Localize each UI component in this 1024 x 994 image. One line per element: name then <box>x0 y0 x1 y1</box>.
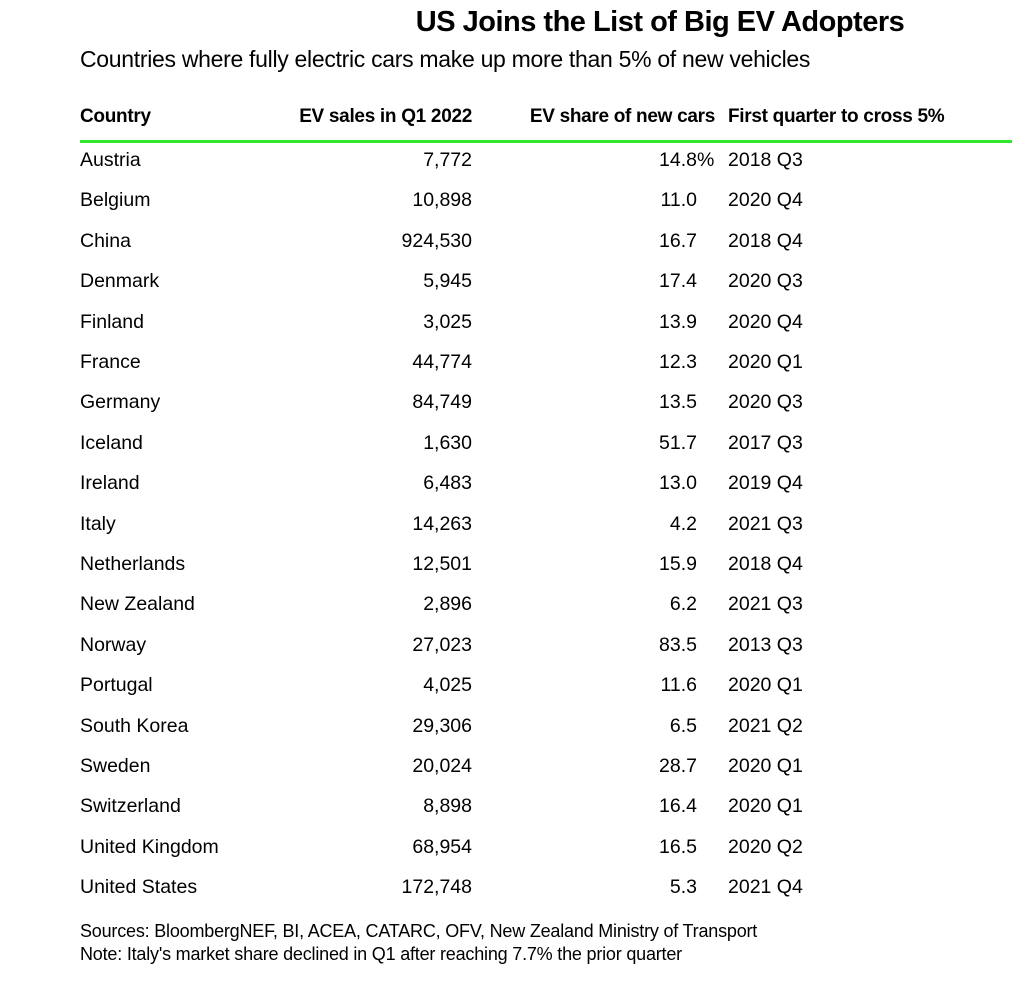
cell-ev-sales: 27,023 <box>412 633 472 656</box>
cell-ev-share: 16.4 <box>659 795 697 818</box>
cell-country: Austria <box>80 149 141 171</box>
cell-first-quarter: 2020 Q3 <box>728 391 803 414</box>
chart-subtitle: Countries where fully electric cars make… <box>80 46 811 72</box>
cell-country: Ireland <box>80 472 140 495</box>
cell-ev-share: 16.7 <box>659 229 697 252</box>
cell-country: Italy <box>80 512 116 535</box>
cell-first-quarter: 2017 Q3 <box>728 431 803 454</box>
cell-country: Denmark <box>80 270 160 293</box>
cell-country: China <box>80 229 131 252</box>
cell-country: Portugal <box>80 674 153 697</box>
cell-ev-sales: 12,501 <box>412 553 472 575</box>
cell-ev-share: 13.5 <box>659 391 697 414</box>
chart-title: US Joins the List of Big EV Adopters <box>415 6 905 38</box>
sources-note: Sources: BloombergNEF, BI, ACEA, CATARC,… <box>80 921 758 941</box>
cell-country: Iceland <box>80 431 143 454</box>
cell-ev-sales: 4,025 <box>423 674 472 697</box>
cell-country: Switzerland <box>80 795 181 818</box>
cell-ev-sales: 172,748 <box>401 876 473 899</box>
percent-sign: % <box>697 149 715 171</box>
cell-ev-share: 13.0 <box>659 472 697 495</box>
cell-first-quarter: 2019 Q4 <box>728 472 803 495</box>
cell-ev-sales: 14,263 <box>412 512 472 535</box>
cell-first-quarter: 2021 Q3 <box>728 512 803 535</box>
cell-first-quarter: 2021 Q2 <box>728 714 803 737</box>
cell-country: New Zealand <box>80 593 195 616</box>
cell-country: Norway <box>80 633 147 656</box>
cell-ev-share: 14.8% <box>659 149 715 171</box>
cell-ev-sales: 1,630 <box>423 431 472 454</box>
footnote: Note: Italy's market share declined in Q… <box>80 944 682 964</box>
cell-ev-sales: 10,898 <box>412 189 472 212</box>
cell-first-quarter: 2020 Q3 <box>728 270 803 293</box>
cell-first-quarter: 2020 Q1 <box>728 674 803 697</box>
cell-ev-share: 6.5 <box>669 714 697 737</box>
cell-first-quarter: 2013 Q3 <box>728 633 803 656</box>
cell-ev-share: 83.5 <box>659 633 697 656</box>
cell-first-quarter: 2020 Q1 <box>728 795 803 818</box>
cell-ev-share: 12.3 <box>659 351 697 373</box>
cell-country: Belgium <box>80 189 151 212</box>
cell-ev-share: 6.2 <box>669 593 697 616</box>
cell-ev-share: 4.2 <box>669 512 697 535</box>
header-ev-share: EV share of new cars <box>529 106 715 127</box>
header-first-quarter: First quarter to cross 5% <box>728 106 945 127</box>
cell-ev-sales: 7,772 <box>423 149 472 171</box>
cell-ev-sales: 8,898 <box>423 795 472 818</box>
cell-ev-sales: 29,306 <box>412 714 472 737</box>
cell-first-quarter: 2020 Q2 <box>728 835 803 858</box>
cell-ev-sales: 3,025 <box>423 310 472 333</box>
header-ev-sales: EV sales in Q1 2022 <box>299 106 472 127</box>
cell-first-quarter: 2020 Q4 <box>728 189 803 212</box>
header-country: Country <box>80 106 151 127</box>
cell-country: Germany <box>80 391 161 414</box>
cell-country: France <box>80 351 141 373</box>
cell-ev-share: 5.3 <box>669 876 697 899</box>
cell-first-quarter: 2020 Q1 <box>728 755 803 777</box>
cell-ev-share: 28.7 <box>659 755 697 777</box>
cell-country: United States <box>80 876 198 899</box>
header-rule <box>80 140 1012 143</box>
cell-ev-share: 17.4 <box>659 270 697 293</box>
cell-first-quarter: 2021 Q4 <box>728 876 803 899</box>
cell-ev-sales: 5,945 <box>423 270 472 293</box>
cell-country: Finland <box>80 310 144 333</box>
cell-first-quarter: 2021 Q3 <box>728 593 803 616</box>
cell-ev-sales: 2,896 <box>423 593 472 616</box>
cell-ev-sales: 84,749 <box>412 391 472 414</box>
cell-first-quarter: 2018 Q4 <box>728 229 803 252</box>
cell-ev-sales: 924,530 <box>401 229 473 252</box>
cell-first-quarter: 2018 Q4 <box>728 553 803 575</box>
cell-ev-sales: 6,483 <box>423 472 472 495</box>
cell-first-quarter: 2020 Q4 <box>728 310 803 333</box>
cell-first-quarter: 2018 Q3 <box>728 149 803 171</box>
cell-country: United Kingdom <box>80 835 219 858</box>
cell-ev-share: 15.9 <box>659 553 697 575</box>
cell-ev-sales: 68,954 <box>412 835 472 858</box>
cell-ev-share: 13.9 <box>659 310 697 333</box>
cell-ev-share: 11.0 <box>660 189 697 212</box>
cell-country: Netherlands <box>80 553 186 575</box>
cell-country: Sweden <box>80 755 151 777</box>
cell-ev-sales: 20,024 <box>412 755 472 777</box>
cell-ev-share: 16.5 <box>659 835 697 858</box>
cell-first-quarter: 2020 Q1 <box>728 351 803 373</box>
cell-country: South Korea <box>80 714 189 737</box>
cell-ev-share: 11.6 <box>660 674 697 697</box>
cell-ev-share: 51.7 <box>659 431 697 454</box>
cell-ev-sales: 44,774 <box>412 351 472 373</box>
